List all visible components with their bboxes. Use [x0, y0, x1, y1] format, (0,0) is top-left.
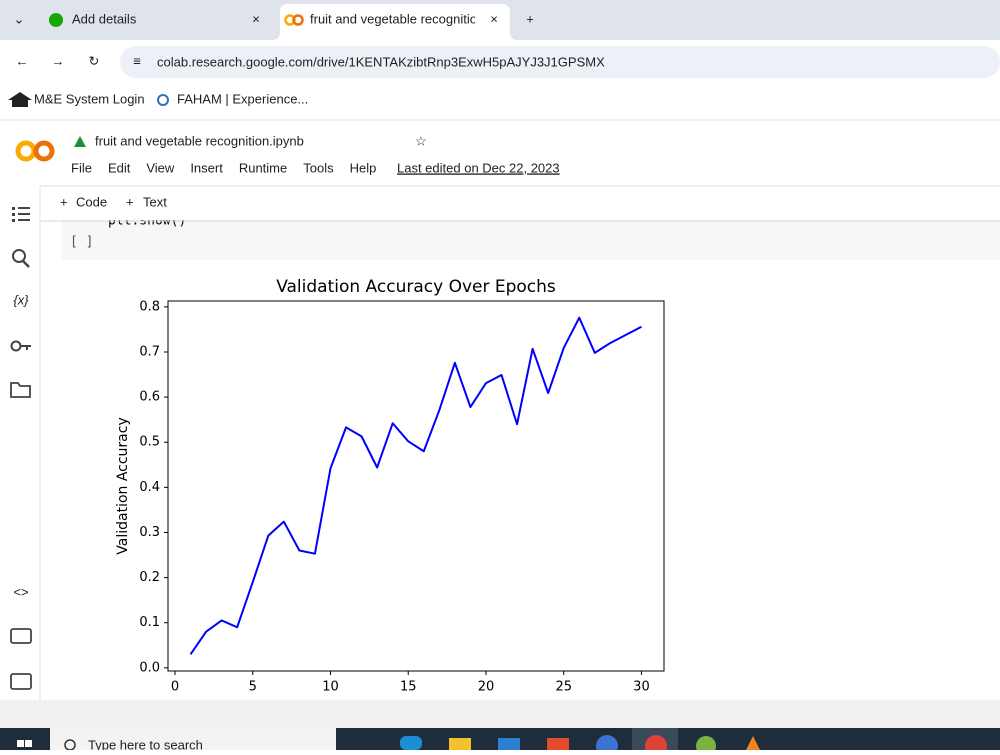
y-tick-label: 0.2: [139, 570, 160, 585]
x-tick-label: 0: [171, 680, 179, 695]
menu-item[interactable]: Tools: [303, 160, 334, 175]
x-tick-label: 20: [478, 680, 495, 695]
secrets-icon[interactable]: [10, 340, 32, 352]
y-tick-label: 0.6: [139, 390, 160, 405]
cell-toolbar: [41, 187, 1000, 220]
plot-area: [167, 300, 665, 672]
tab-icon: [292, 14, 304, 26]
toc-icon[interactable]: [12, 207, 30, 222]
menu-item[interactable]: Runtime: [239, 160, 287, 175]
add-code[interactable]: Code: [76, 194, 107, 209]
x-tick-label: 10: [322, 680, 339, 695]
chart: Validation Accuracy Over Epochs Validatio…: [115, 277, 665, 695]
y-tick-label: 0.3: [139, 525, 160, 540]
add-text[interactable]: Text: [143, 194, 167, 209]
code-cell[interactable]: [62, 210, 1000, 260]
terminal-icon[interactable]: [10, 673, 32, 690]
x-tick-label: 30: [633, 680, 650, 695]
variables-icon[interactable]: {x}: [13, 292, 29, 307]
y-tick-label: 0.7: [139, 344, 160, 359]
y-tick-label: 0.1: [139, 615, 160, 630]
colab-logo: [15, 140, 37, 162]
y-tick-label: 0.5: [139, 435, 160, 450]
taskbar-app[interactable]: [449, 738, 471, 750]
chart-title: Validation Accuracy Over Epochs: [276, 277, 556, 297]
x-tick-label: 5: [249, 680, 257, 695]
menu-item[interactable]: Edit: [108, 160, 131, 175]
taskbar-search-text[interactable]: Type here to search: [88, 737, 203, 752]
forward-button[interactable]: →: [52, 53, 65, 68]
site-info[interactable]: ≡: [133, 53, 141, 68]
tab-close[interactable]: ×: [490, 11, 498, 26]
notebook-title[interactable]: fruit and vegetable recognition.ipynb: [95, 133, 304, 148]
data-line: [189, 316, 642, 655]
search-icon[interactable]: [12, 249, 30, 268]
snippets-icon[interactable]: <>: [13, 584, 28, 599]
menu-item[interactable]: View: [146, 160, 175, 175]
menu-item[interactable]: Insert: [190, 160, 223, 175]
files-icon[interactable]: [10, 382, 31, 398]
last-edited[interactable]: Last edited on Dec 22, 2023: [397, 160, 560, 175]
y-tick-label: 0.4: [139, 480, 160, 495]
taskbar-app[interactable]: [746, 736, 760, 750]
drive-icon: [74, 136, 86, 147]
taskbar-app[interactable]: [400, 736, 422, 750]
bookmark[interactable]: FAHAM | Experience...: [177, 91, 308, 106]
x-tick-label: 25: [555, 680, 572, 695]
tab-menu[interactable]: ⌄: [14, 11, 25, 26]
active-tab[interactable]: [272, 4, 518, 40]
menu-bar: File Edit View Insert Runtime Tools Help: [71, 160, 376, 175]
x-tick-label: 15: [400, 680, 417, 695]
reload-button[interactable]: ↻: [89, 53, 100, 68]
tab-close[interactable]: ×: [252, 11, 260, 26]
y-axis-label: Validation Accuracy: [115, 417, 131, 555]
star-button[interactable]: ☆: [415, 133, 427, 148]
add-icon: +: [60, 194, 68, 209]
url[interactable]: colab.research.google.com/drive/1KENTAKz…: [157, 54, 605, 69]
address-bar[interactable]: [120, 46, 1000, 78]
tab-icon: [49, 13, 63, 27]
tab-title[interactable]: fruit and vegetable recognition: [310, 11, 484, 26]
colab-logo: [33, 140, 55, 162]
tab-title[interactable]: Add details: [72, 11, 137, 26]
menu-item[interactable]: Help: [350, 160, 377, 175]
taskbar-search[interactable]: [50, 728, 336, 750]
start-button[interactable]: [17, 740, 32, 747]
taskbar-app[interactable]: [498, 738, 520, 750]
code-line[interactable]: plt.show(): [108, 214, 186, 229]
bookmark-icon: [157, 94, 169, 106]
menu-item[interactable]: File: [71, 160, 92, 175]
new-tab[interactable]: +: [526, 11, 534, 26]
run-button[interactable]: [ ]: [70, 235, 93, 250]
y-tick-label: 0.0: [139, 660, 160, 675]
y-tick-label: 0.8: [139, 299, 160, 314]
bookmark-icon: [8, 92, 32, 107]
taskbar-app[interactable]: [547, 738, 569, 750]
notebook-content: plt.show() [ ] Validation Accuracy Over …: [62, 210, 1000, 695]
bookmarks-bar: [0, 82, 1000, 118]
back-button[interactable]: ←: [16, 53, 29, 68]
command-palette-icon[interactable]: [10, 628, 32, 644]
add-icon: +: [126, 194, 134, 209]
status-area: [0, 700, 1000, 728]
bookmark[interactable]: M&E System Login: [34, 91, 145, 106]
